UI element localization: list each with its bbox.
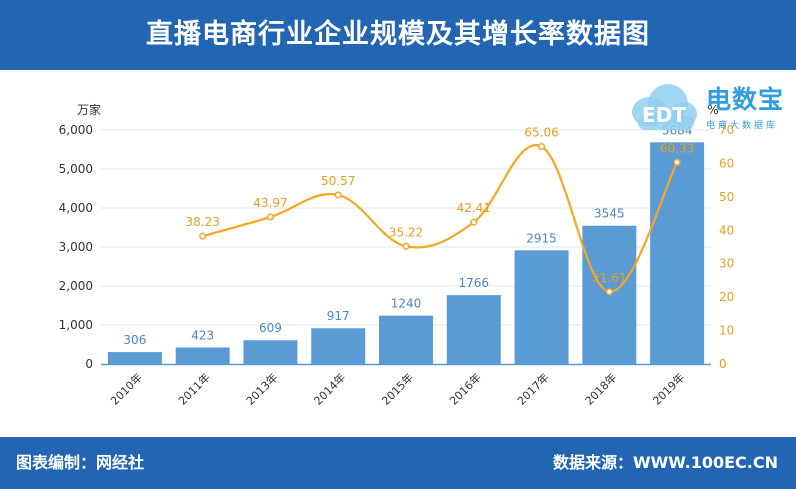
left-axis-tick-label: 4,000 [59, 201, 93, 215]
growth-rate-point [673, 158, 681, 166]
x-axis-tick-label: 2018年 [582, 370, 619, 407]
x-axis-tick-label: 2015年 [379, 370, 416, 407]
bar-value-label: 306 [123, 333, 146, 347]
growth-rate-point [605, 288, 613, 296]
header-bar: 直播电商行业企业规模及其增长率数据图 [0, 0, 796, 70]
brand-logo: EDT 电数宝 电商大数据库 [626, 74, 790, 140]
bar-value-label: 423 [191, 329, 214, 343]
bar [514, 250, 569, 364]
footer-compiler: 图表编制：网经社 [16, 453, 145, 472]
chart-title: 直播电商行业企业规模及其增长率数据图 [146, 19, 650, 50]
x-axis-tick-label: 2019年 [650, 370, 687, 407]
bar [379, 315, 433, 364]
right-axis-tick-label: 0 [719, 357, 727, 371]
left-axis-unit-label: 万家 [77, 102, 101, 117]
growth-rate-point [266, 213, 274, 221]
growth-rate-point [470, 218, 478, 226]
left-axis-tick-label: 5,000 [59, 162, 93, 176]
x-axis-tick-label: 2011年 [175, 370, 212, 407]
bar-value-label: 917 [327, 309, 350, 323]
growth-rate-label: 38.23 [185, 215, 219, 229]
bar [243, 340, 298, 364]
right-axis-tick-label: 30 [719, 257, 734, 271]
x-axis-tick-label: 2017年 [514, 370, 551, 407]
x-axis-tick-label: 2014年 [311, 370, 348, 407]
growth-rate-point [402, 242, 410, 250]
cloud-logo-icon: EDT [632, 84, 697, 130]
right-axis-tick-label: 60 [719, 156, 734, 170]
growth-rate-label: 21.61 [592, 271, 626, 285]
growth-rate-point [538, 142, 546, 151]
bar [107, 352, 162, 364]
right-axis-tick-label: 10 [719, 324, 734, 338]
footer-source: 数据来源：WWW.100EC.CN [552, 453, 778, 472]
bar-value-label: 1766 [459, 276, 490, 290]
right-axis-unit-label: % [707, 103, 718, 117]
bar-value-label: 1240 [391, 297, 422, 311]
bar [650, 142, 705, 364]
left-axis-tick-label: 1,000 [59, 318, 93, 332]
footer-bar: 图表编制：网经社 数据来源：WWW.100EC.CN [0, 437, 796, 489]
left-axis-tick-label: 6,000 [59, 123, 93, 137]
right-axis-tick-label: 70 [719, 123, 734, 137]
left-axis-tick-label: 3,000 [59, 240, 93, 254]
growth-rate-point [199, 232, 207, 240]
logo-mark-text: EDT [642, 103, 686, 127]
growth-rate-point [334, 191, 342, 199]
growth-rate-label: 43.97 [253, 196, 287, 210]
x-axis-tick-label: 2010年 [108, 370, 145, 407]
bar-line-chart: 0 1,000 2,000 3,000 4,000 5,000 6,000 0 10 20 30 40… [59, 102, 735, 408]
logo-sub-text: 电商大数据库 [706, 121, 779, 131]
right-axis-tick-label: 20 [719, 290, 734, 304]
growth-rate-label: 35.22 [389, 225, 423, 239]
logo-brand-text: 电数宝 [706, 85, 785, 114]
left-axis-tick-label: 0 [85, 357, 93, 371]
bar [446, 295, 501, 364]
bar-value-label: 2915 [526, 231, 557, 245]
bar [311, 328, 366, 364]
growth-rate-label: 42.41 [457, 201, 491, 215]
growth-rate-label: 60.33 [660, 141, 694, 155]
right-axis-tick-label: 50 [719, 190, 734, 204]
bar [175, 347, 230, 364]
bar-value-label: 3545 [594, 207, 625, 221]
bar-value-label: 609 [259, 321, 282, 335]
growth-rate-label: 65.06 [524, 126, 558, 140]
right-axis-tick-label: 40 [719, 223, 734, 237]
growth-rate-label: 50.57 [321, 174, 355, 188]
x-axis-tick-label: 2013年 [243, 370, 280, 407]
x-axis-tick-label: 2016年 [446, 370, 483, 407]
left-axis-tick-label: 2,000 [59, 279, 93, 293]
